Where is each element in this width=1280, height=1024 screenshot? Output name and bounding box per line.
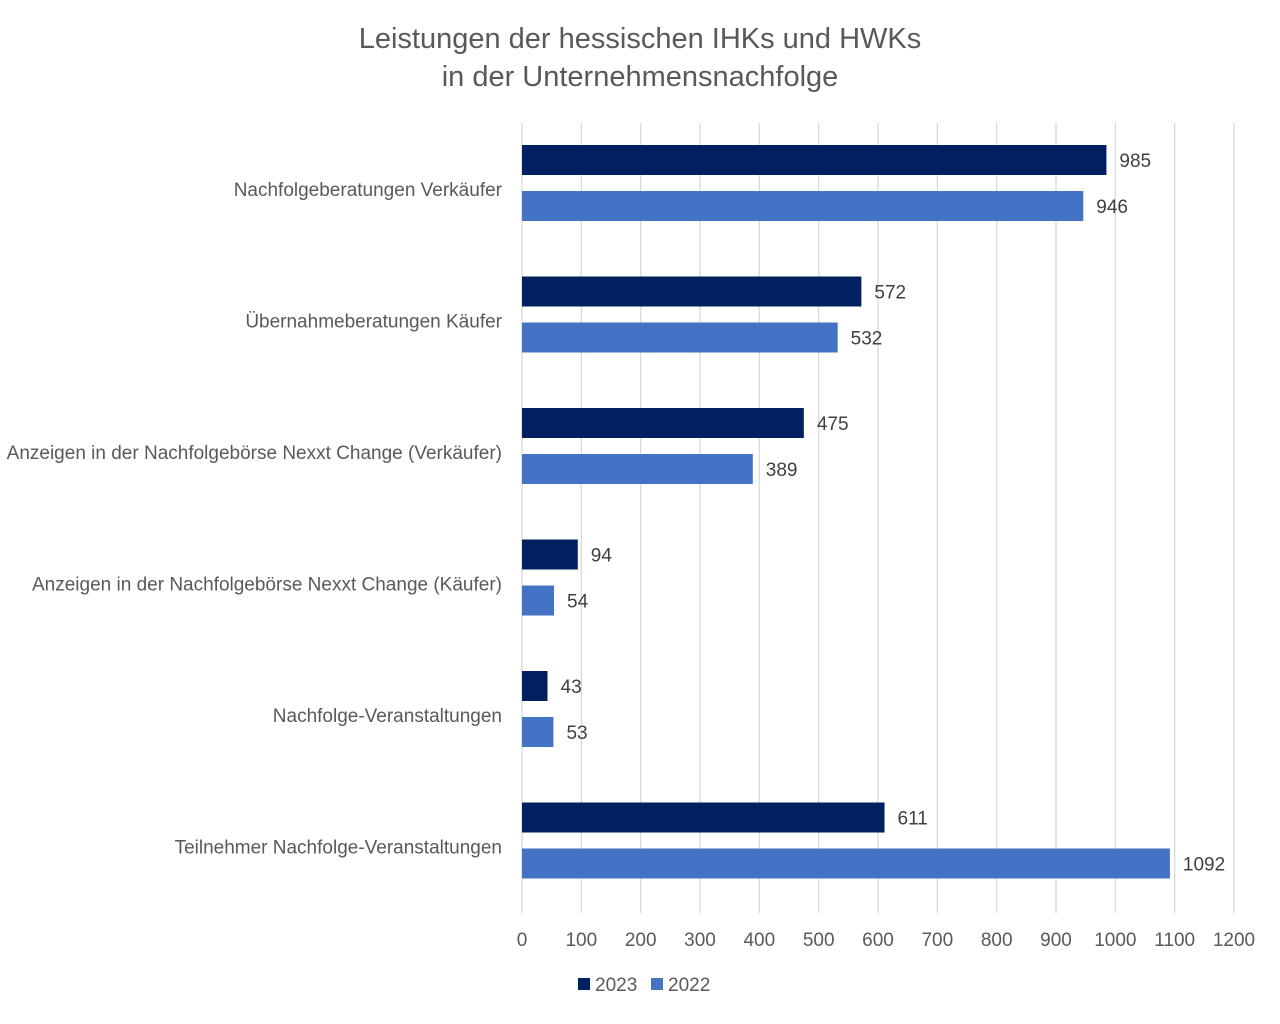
bar-2023 xyxy=(522,802,885,833)
data-label: 389 xyxy=(766,460,798,481)
bar-2022 xyxy=(522,322,838,353)
bar-2023 xyxy=(522,145,1107,175)
bar-2023 xyxy=(522,671,548,701)
data-label: 946 xyxy=(1096,197,1128,218)
gridlines xyxy=(521,123,1235,913)
x-tick-label: 600 xyxy=(862,930,894,951)
x-tick-label: 1100 xyxy=(1154,930,1195,951)
category-label: Nachfolgeberatungen Verkäufer xyxy=(234,180,503,201)
x-tick-label: 200 xyxy=(625,930,657,951)
x-tick-label: 1000 xyxy=(1094,930,1136,951)
data-label: 611 xyxy=(898,809,928,830)
x-tick-label: 1200 xyxy=(1213,930,1255,951)
data-label: 1092 xyxy=(1183,855,1225,876)
data-label: 985 xyxy=(1119,151,1151,172)
value-axis-ticks: 0 100 200 300 400 500 600 700 800 900 1000 1100 1200 xyxy=(517,930,1255,951)
data-labels: 985 946 572 532 475 389 94 54 43 53 611 1092 xyxy=(561,151,1226,876)
chart-title-line: in der Unternehmensnachfolge xyxy=(442,61,839,93)
category-label: Übernahmeberatungen Käufer xyxy=(245,312,502,333)
data-label: 532 xyxy=(851,329,883,350)
chart-title: Leistungen der hessischen IHKs und HWKs i… xyxy=(359,23,922,93)
legend-swatch xyxy=(651,978,663,990)
data-label: 43 xyxy=(561,677,582,698)
bar-2023 xyxy=(522,539,578,570)
bar-2022 xyxy=(522,454,753,484)
bar-2023 xyxy=(522,276,862,307)
data-label: 475 xyxy=(817,414,849,435)
category-label: Anzeigen in der Nachfolgebörse Nexxt Cha… xyxy=(32,575,502,596)
chart-title-line: Leistungen der hessischen IHKs und HWKs xyxy=(359,23,922,55)
bar-2022 xyxy=(522,848,1170,879)
x-tick-label: 400 xyxy=(743,930,775,951)
x-tick-label: 0 xyxy=(517,930,528,951)
x-tick-label: 300 xyxy=(684,930,716,951)
data-label: 572 xyxy=(874,283,906,304)
legend: 2023 2022 xyxy=(578,975,710,996)
data-label: 54 xyxy=(567,592,589,613)
bar-2022 xyxy=(522,717,554,747)
legend-label: 2022 xyxy=(668,975,710,996)
x-tick-label: 500 xyxy=(803,930,835,951)
bars xyxy=(522,145,1170,879)
x-tick-label: 800 xyxy=(981,930,1013,951)
category-label: Anzeigen in der Nachfolgebörse Nexxt Cha… xyxy=(7,443,502,464)
legend-swatch xyxy=(578,978,590,990)
data-label: 53 xyxy=(566,723,587,744)
category-label: Teilnehmer Nachfolge-Veranstaltungen xyxy=(175,838,502,859)
bar-2022 xyxy=(522,585,555,616)
category-axis-labels: Nachfolgeberatungen Verkäufer Übernahmebe… xyxy=(7,180,503,859)
legend-label: 2023 xyxy=(595,975,637,996)
bar-2023 xyxy=(522,408,804,438)
x-tick-label: 700 xyxy=(921,930,953,951)
data-label: 94 xyxy=(591,546,613,567)
bar-2022 xyxy=(522,191,1084,221)
x-tick-label: 100 xyxy=(565,930,597,951)
category-label: Nachfolge-Veranstaltungen xyxy=(273,706,502,727)
x-tick-label: 900 xyxy=(1040,930,1072,951)
